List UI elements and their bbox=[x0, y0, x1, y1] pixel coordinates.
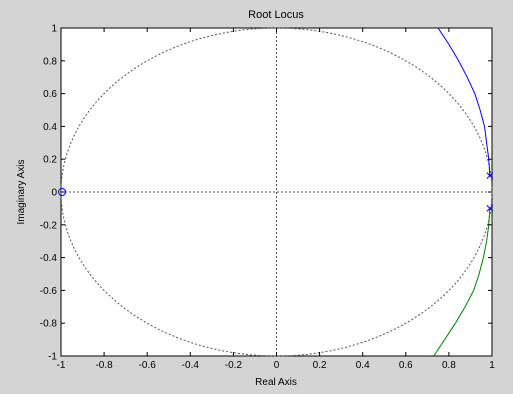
series-layer bbox=[433, 27, 491, 357]
locus-branch-1 bbox=[437, 27, 491, 176]
y-tick-label: 0.2 bbox=[43, 155, 57, 166]
y-tick-label: 0.8 bbox=[43, 56, 57, 67]
x-tick-label: 0.6 bbox=[399, 360, 413, 371]
x-tick-label: -0.4 bbox=[182, 360, 200, 371]
x-tick-label: 1 bbox=[489, 360, 495, 371]
pole-marker-1 bbox=[486, 172, 494, 179]
x-tick-label: -0.8 bbox=[95, 360, 113, 371]
y-tick-label: 0 bbox=[51, 188, 57, 199]
y-tick-label: -1 bbox=[48, 352, 57, 363]
y-tick-label: -0.8 bbox=[40, 319, 58, 330]
zero-marker-1 bbox=[58, 188, 67, 196]
tick-layer: -1 -0.8 -0.6 -0.4 -0.2 0 0.2 0.4 0.6 0.8 1 1 0.8 0.6 0… bbox=[40, 24, 495, 372]
y-tick-label: -0.2 bbox=[40, 220, 58, 231]
x-tick-label: -1 bbox=[57, 360, 66, 371]
x-tick-label: 0 bbox=[274, 360, 280, 371]
y-tick-label: 1 bbox=[51, 24, 57, 35]
x-axis-label: Real Axis bbox=[255, 377, 297, 388]
x-tick-label: 0.2 bbox=[313, 360, 327, 371]
chart-title: Root Locus bbox=[248, 9, 304, 21]
y-tick-label: -0.6 bbox=[40, 286, 58, 297]
y-axis-label: Imaginary Axis bbox=[16, 159, 27, 224]
x-tick-label: 0.4 bbox=[356, 360, 370, 371]
x-tick-label: -0.2 bbox=[225, 360, 243, 371]
y-tick-label: 0.6 bbox=[43, 89, 57, 100]
x-tick-label: 0.8 bbox=[442, 360, 456, 371]
y-tick-label: -0.4 bbox=[40, 253, 58, 264]
pole-marker-2 bbox=[486, 205, 494, 212]
x-tick-label: -0.6 bbox=[139, 360, 157, 371]
locus-branch-2 bbox=[433, 208, 491, 357]
marker-layer bbox=[58, 172, 494, 212]
y-tick-label: 0.4 bbox=[43, 122, 57, 133]
